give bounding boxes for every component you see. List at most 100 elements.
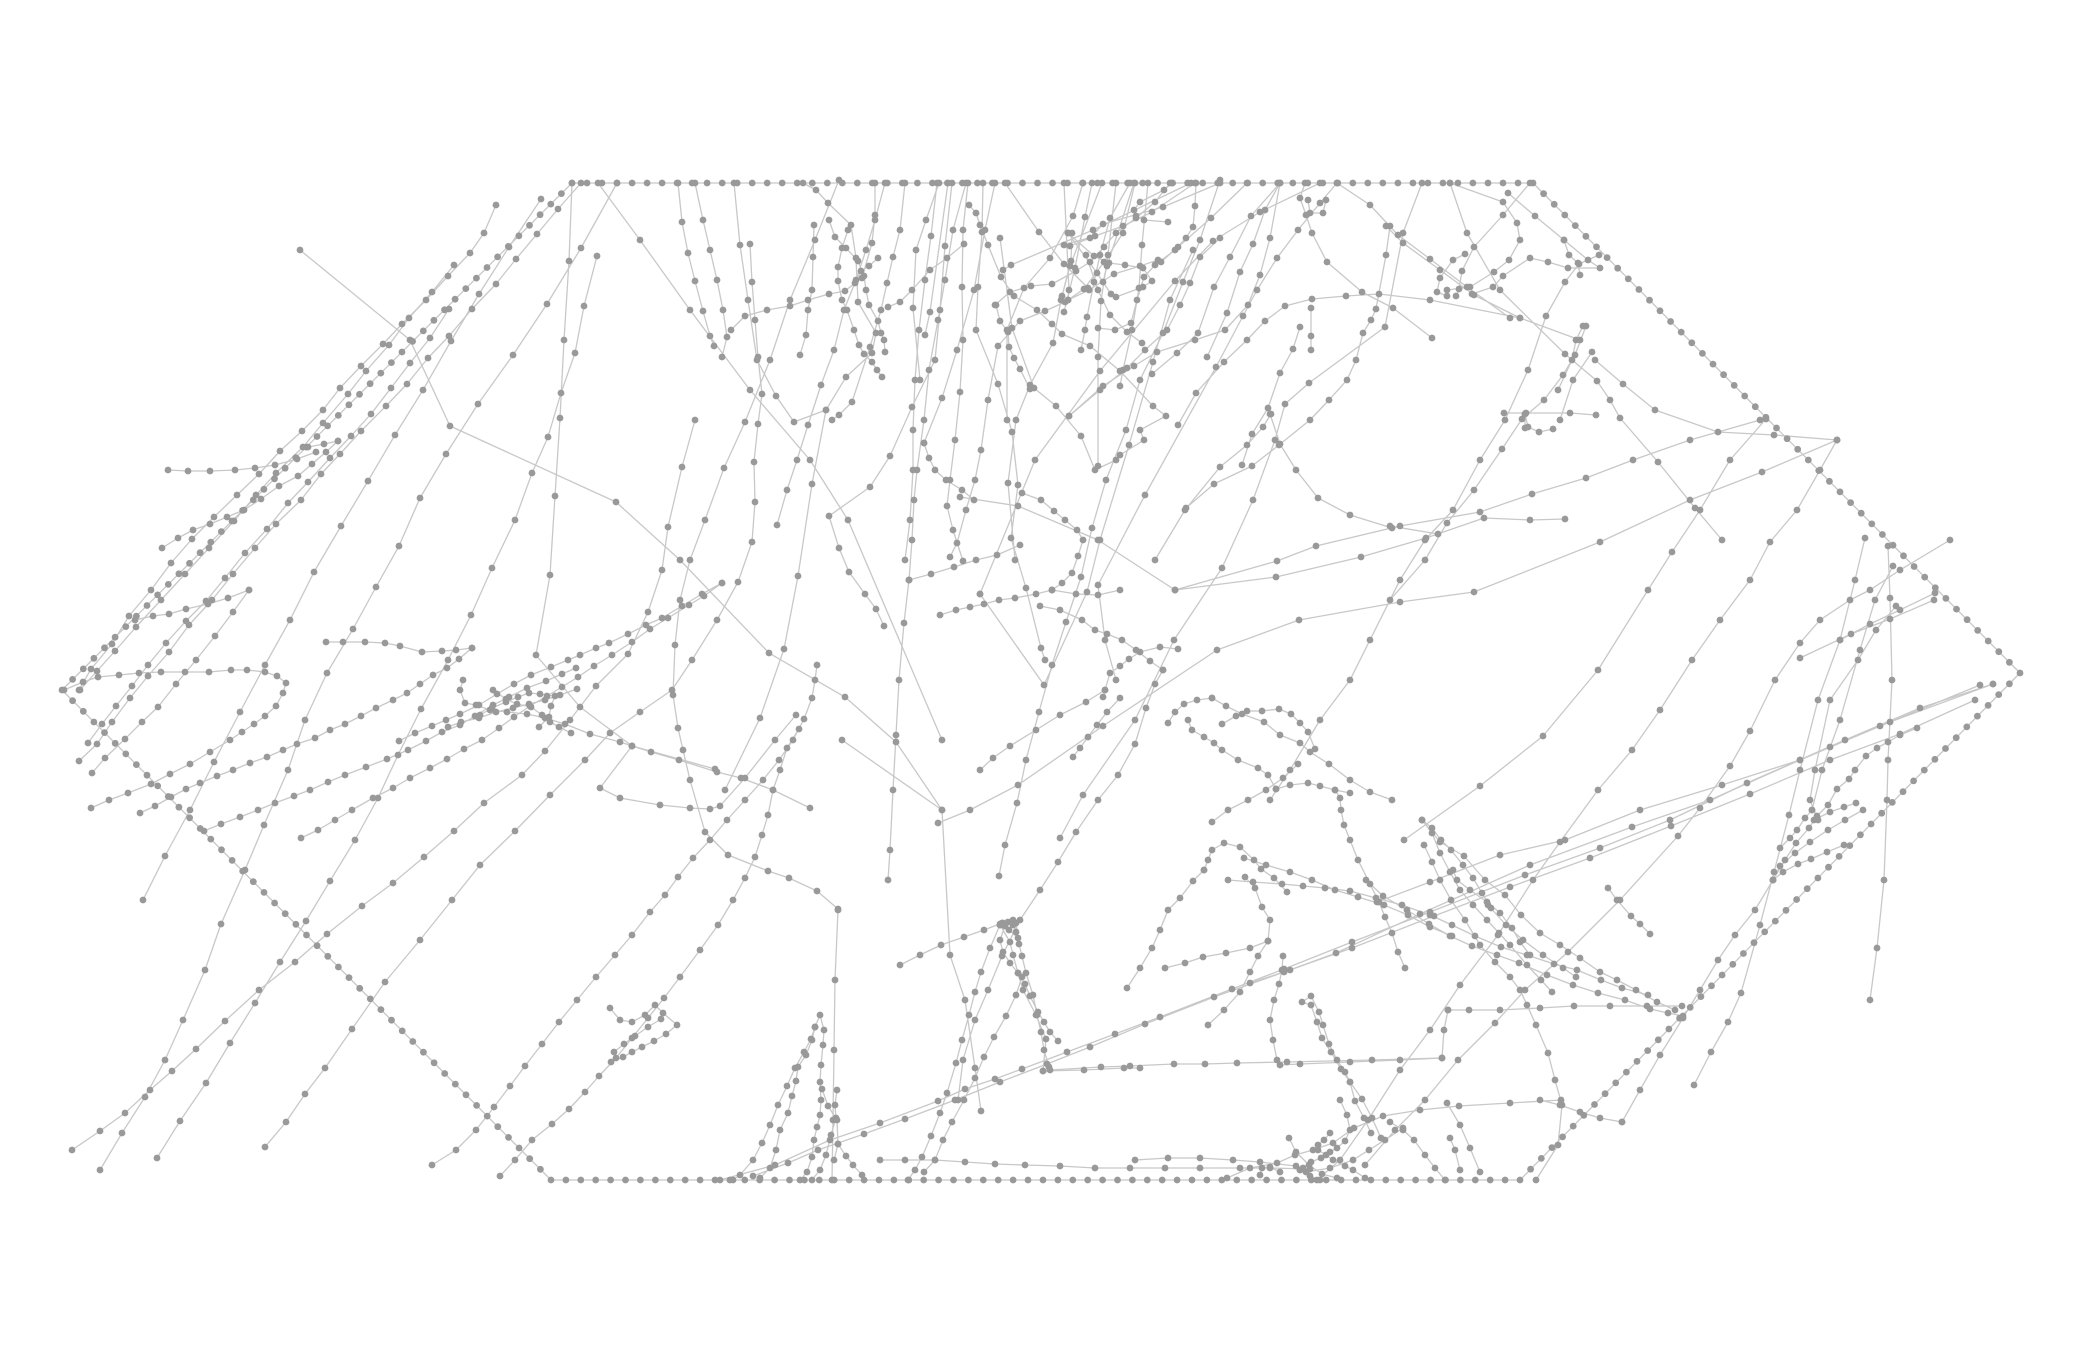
graph-edge [576, 976, 597, 1001]
graph-edge [1097, 494, 1146, 586]
graph-node [1093, 269, 1101, 277]
graph-node [1218, 720, 1226, 728]
graph-node [1112, 676, 1120, 684]
graph-node [1653, 998, 1661, 1006]
graph-node [345, 401, 353, 409]
graph-edge [855, 249, 867, 281]
graph-node [1099, 1176, 1106, 1184]
graph-edge [899, 182, 906, 231]
graph-edge [471, 283, 497, 310]
graph-node [221, 1017, 229, 1025]
graph-node [1537, 1155, 1545, 1162]
graph-edge [1336, 182, 1371, 206]
graph-node [658, 566, 666, 574]
graph-node [1236, 988, 1244, 996]
graph-edge [1256, 257, 1278, 291]
graph-node [1346, 1058, 1354, 1066]
graph-edge [1547, 1052, 1556, 1081]
graph-node [1381, 913, 1389, 921]
graph-node [691, 416, 699, 424]
graph-node [651, 1001, 659, 1009]
graph-node [1060, 179, 1068, 187]
graph-node [1305, 379, 1313, 387]
graph-edge [1464, 919, 1481, 946]
graph-edge [425, 275, 449, 301]
graph-edge [589, 733, 621, 743]
graph-node [901, 1115, 909, 1123]
graph-node [993, 551, 1001, 559]
graph-node [1729, 960, 1737, 968]
graph-node [1253, 286, 1261, 294]
graph-node [174, 534, 182, 542]
graph-node [811, 236, 819, 244]
graph-node [1805, 824, 1813, 832]
graph-node [628, 1048, 636, 1056]
graph-edge [913, 469, 918, 501]
graph-node [356, 984, 364, 992]
graph-node [1266, 916, 1274, 924]
graph-node [1258, 1164, 1266, 1172]
graph-node [1199, 953, 1207, 961]
graph-node [1166, 296, 1174, 304]
graph-edge [809, 459, 849, 521]
graph-node [1436, 266, 1444, 274]
graph-node [1054, 1037, 1062, 1045]
graph-node [1223, 1174, 1231, 1182]
graph-node [616, 738, 624, 746]
graph-node [1459, 861, 1467, 869]
graph-node [1548, 1144, 1556, 1151]
graph-node [1189, 246, 1197, 254]
graph-node [1069, 753, 1077, 761]
graph-node [816, 1011, 824, 1019]
graph-node [1564, 264, 1572, 272]
graph-edge [1659, 1017, 1684, 1056]
graph-node [814, 1146, 822, 1154]
graph-edge [944, 229, 954, 281]
graph-edge [1117, 743, 1136, 776]
graph-edge [1563, 239, 1589, 261]
graph-edge [1639, 784, 1723, 811]
graph-edge [294, 933, 328, 963]
graph-edge [619, 741, 652, 753]
graph-node [1074, 552, 1082, 560]
graph-node [610, 1048, 618, 1056]
graph-node [1410, 1136, 1418, 1144]
graph-node [279, 689, 287, 697]
graph-node [652, 1176, 659, 1184]
graph-node [492, 280, 500, 288]
graph-edge [431, 1149, 457, 1166]
graph-edge [889, 789, 894, 851]
graph-node [1544, 258, 1552, 266]
graph-node [200, 827, 208, 835]
graph-node [1313, 1018, 1321, 1026]
graph-node [1706, 796, 1714, 804]
graph-edge [189, 761, 215, 811]
graph-node [1199, 179, 1207, 187]
graph-node [1826, 743, 1834, 751]
graph-node [703, 179, 711, 187]
graph-node [556, 414, 564, 422]
graph-edge [1189, 256, 1201, 284]
graph-node [746, 386, 754, 394]
graph-edge [1472, 904, 1488, 921]
graph-node [1269, 1036, 1277, 1044]
graph-edge [313, 525, 342, 573]
graph-node [854, 257, 862, 265]
graph-node [1294, 760, 1302, 768]
graph-edge [1369, 579, 1401, 641]
graph-node [1314, 1141, 1322, 1149]
graph-node [890, 1176, 898, 1184]
graph-node [920, 1168, 928, 1176]
graph-node [1084, 284, 1092, 292]
graph-node [475, 290, 483, 298]
graph-node [931, 466, 939, 474]
graph-edge [841, 739, 943, 811]
graph-edge [536, 208, 559, 235]
graph-node [880, 622, 888, 630]
graph-node [889, 786, 897, 794]
graph-node [904, 1176, 912, 1184]
graph-node [1126, 179, 1134, 187]
graph-node [460, 745, 468, 753]
graph-node [230, 517, 238, 525]
